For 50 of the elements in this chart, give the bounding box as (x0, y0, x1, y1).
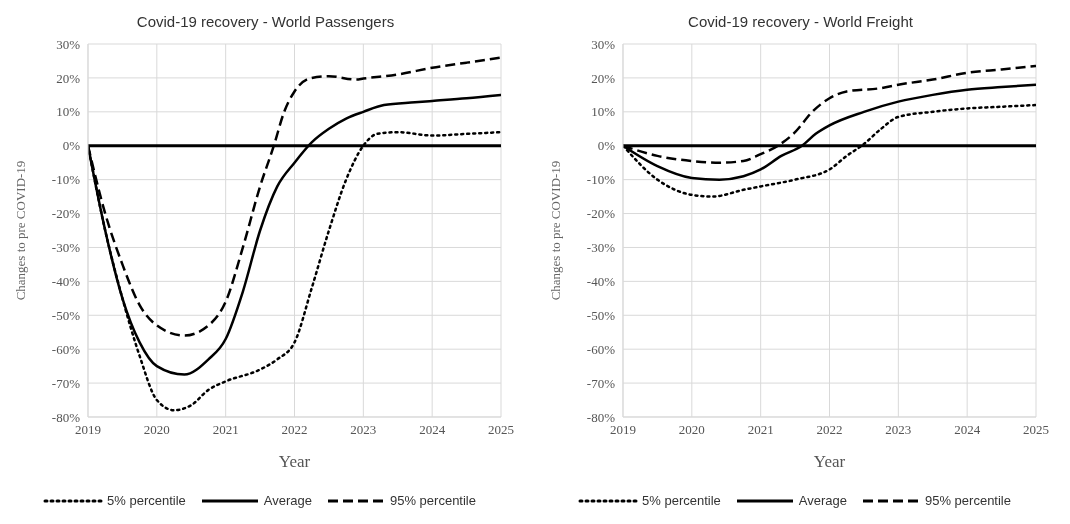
chart-title: Covid-19 recovery - World Passengers (135, 12, 396, 32)
y-tick-label: -60% (51, 341, 81, 357)
x-tick-label: 2021 (747, 422, 774, 438)
x-tick-label: 2020 (678, 422, 705, 438)
y-tick-label: -10% (51, 172, 81, 188)
y-tick-label: -30% (586, 240, 616, 256)
x-tick-label: 2023 (885, 422, 912, 438)
y-tick-label: -60% (586, 341, 616, 357)
y-axis-title: Changes to pre COVID-19 (12, 160, 28, 301)
legend-label: 95% percentile (389, 493, 476, 508)
x-tick-label: 2019 (75, 422, 101, 438)
y-tick-label: -30% (51, 240, 81, 256)
legend-label: 95% percentile (924, 493, 1011, 508)
legend-label: Average (798, 493, 847, 508)
y-tick-label: 0% (597, 138, 616, 154)
x-tick-label: 2022 (281, 422, 308, 438)
x-tick-label: 2019 (610, 422, 636, 438)
x-tick-label: 2021 (212, 422, 239, 438)
x-axis-title: Year (813, 452, 846, 471)
y-tick-label: 0% (62, 138, 81, 154)
y-tick-label: 30% (591, 36, 616, 52)
y-tick-label: -50% (586, 307, 616, 323)
y-tick-label: 20% (56, 70, 81, 86)
legend-label: 5% percentile (642, 493, 721, 508)
y-tick-label: -40% (51, 273, 81, 289)
y-tick-label: 20% (591, 70, 616, 86)
x-axis-title: Year (278, 452, 311, 471)
y-tick-label: -10% (586, 172, 616, 188)
x-tick-label: 2024 (419, 422, 446, 438)
y-axis-title: Changes to pre COVID-19 (547, 160, 563, 301)
y-tick-label: -70% (51, 375, 81, 391)
x-tick-label: 2023 (350, 422, 377, 438)
y-tick-label: 10% (56, 104, 81, 120)
y-tick-label: 30% (56, 36, 81, 52)
y-tick-label: -20% (51, 206, 81, 222)
x-tick-label: 2025 (1023, 422, 1049, 438)
y-tick-label: -40% (586, 273, 616, 289)
y-tick-label: -50% (51, 307, 81, 323)
y-tick-label: -20% (586, 206, 616, 222)
x-tick-label: 2020 (143, 422, 170, 438)
legend-label: Average (263, 493, 312, 508)
legend-label: 5% percentile (107, 493, 186, 508)
x-tick-label: 2022 (816, 422, 843, 438)
x-tick-label: 2024 (954, 422, 981, 438)
chart-title: Covid-19 recovery - World Freight (687, 12, 914, 32)
y-tick-label: -80% (51, 409, 81, 425)
y-tick-label: -80% (586, 409, 616, 425)
x-tick-label: 2025 (488, 422, 514, 438)
y-tick-label: 10% (591, 104, 616, 120)
y-tick-label: -70% (586, 375, 616, 391)
